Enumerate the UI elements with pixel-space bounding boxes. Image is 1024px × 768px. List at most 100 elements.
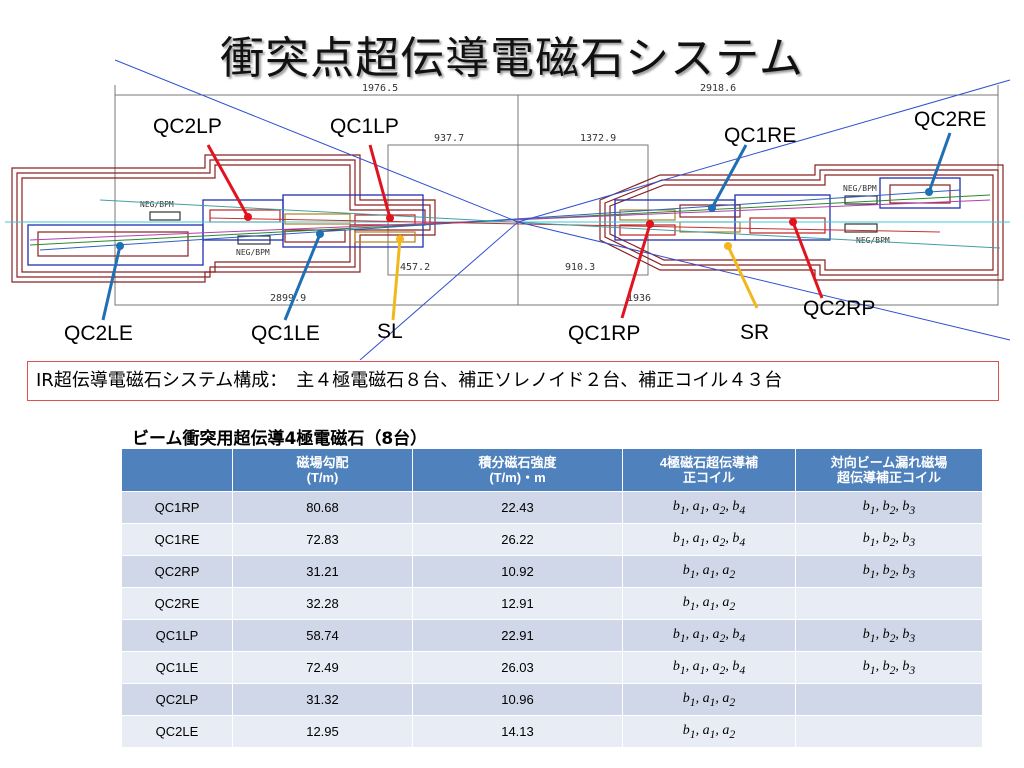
coefficient-list: b1, a1, a2 bbox=[682, 563, 736, 581]
page-title: 衝突点超伝導電磁石システム bbox=[220, 33, 804, 84]
table-cell: 72.49 bbox=[232, 651, 413, 684]
dim-label: 910.3 bbox=[565, 262, 595, 273]
neg-bpm-tags: NEG/BPM NEG/BPM NEG/BPM NEG/BPM bbox=[140, 184, 890, 257]
callout-dot bbox=[708, 204, 716, 212]
table-row: QC2RP 31.21 10.92 b1, a1, a2 b1, b2, b3 bbox=[121, 555, 983, 588]
table-cell: b1, a1, a2 bbox=[622, 683, 796, 716]
qc1le-pointer bbox=[283, 233, 322, 321]
beam-lines bbox=[5, 59, 1011, 360]
callout-dot bbox=[724, 242, 732, 250]
table-cell: b1, a1, a2, b4 bbox=[622, 651, 796, 684]
table-cell: 22.43 bbox=[412, 491, 623, 524]
coefficient-list: b1, b2, b3 bbox=[862, 499, 916, 517]
table-cell: 26.03 bbox=[412, 651, 623, 684]
table-title: ビーム衝突用超伝導4極電磁石（8台） bbox=[132, 429, 428, 449]
cryostat-outline bbox=[11, 154, 1004, 283]
header-cell: 4極磁石超伝導補 正コイル bbox=[622, 448, 796, 492]
table-cell: QC1RE bbox=[121, 523, 233, 556]
sl-pointer bbox=[391, 238, 402, 321]
neg-bpm-tag: NEG/BPM bbox=[140, 200, 174, 209]
table-row: QC2LP 31.32 10.96 b1, a1, a2 bbox=[121, 683, 983, 716]
table-cell: 12.95 bbox=[232, 715, 413, 748]
table-row: QC1LP 58.74 22.91 b1, a1, a2, b4 b1, b2, b3 bbox=[121, 619, 983, 652]
callout-dot bbox=[244, 213, 252, 221]
label-qc1lp: QC1LP bbox=[330, 115, 399, 138]
label-sl: SL bbox=[377, 320, 403, 343]
table-cell: 14.13 bbox=[412, 715, 623, 748]
coefficient-list: b1, a1, a2, b4 bbox=[672, 659, 746, 677]
label-qc2lp: QC2LP bbox=[153, 115, 222, 138]
qc1lp-pointer bbox=[368, 144, 392, 219]
callout-dot bbox=[789, 218, 797, 226]
qc2re-pointer bbox=[927, 132, 952, 193]
coefficient-list: b1, a1, a2, b4 bbox=[672, 499, 746, 517]
table-cell: b1, a1, a2, b4 bbox=[622, 491, 796, 524]
magnet-table: 磁場勾配 (T/m) 積分磁石強度 (T/m)・m 4極磁石超伝導補 正コイル 対向ビ… bbox=[121, 448, 983, 748]
callout-dot bbox=[646, 220, 654, 228]
dim-label: 1976.5 bbox=[362, 83, 398, 94]
coefficient-list: b1, a1, a2, b4 bbox=[672, 531, 746, 549]
dim-label: 1936 bbox=[627, 293, 651, 304]
label-qc2le: QC2LE bbox=[64, 322, 133, 345]
system-summary: IR超伝導電磁石システム構成： 主４極電磁石８台、補正ソレノイド２台、補正コイル… bbox=[27, 361, 999, 401]
sr-pointer bbox=[726, 245, 759, 309]
label-qc2rp: QC2RP bbox=[803, 297, 876, 320]
table-row: QC1RP 80.68 22.43 b1, a1, a2, b4 b1, b2, b3 bbox=[121, 491, 983, 524]
table-cell: QC2RE bbox=[121, 587, 233, 620]
table-cell: 80.68 bbox=[232, 491, 413, 524]
neg-bpm-tag: NEG/BPM bbox=[843, 184, 877, 193]
table-cell: 22.91 bbox=[412, 619, 623, 652]
table-cell: 10.96 bbox=[412, 683, 623, 716]
table-cell: 32.28 bbox=[232, 587, 413, 620]
coefficient-list: b1, b2, b3 bbox=[862, 531, 916, 549]
neg-bpm-tag: NEG/BPM bbox=[236, 248, 270, 257]
coefficient-list: b1, a1, a2 bbox=[682, 691, 736, 709]
table-cell: b1, b2, b3 bbox=[795, 523, 983, 556]
table-cell: 72.83 bbox=[232, 523, 413, 556]
table-cell bbox=[795, 715, 983, 748]
table-cell: b1, b2, b3 bbox=[795, 555, 983, 588]
table-cell: b1, a1, a2 bbox=[622, 587, 796, 620]
table-cell: 31.32 bbox=[232, 683, 413, 716]
table-cell: 26.22 bbox=[412, 523, 623, 556]
header-cell: 積分磁石強度 (T/m)・m bbox=[412, 448, 623, 492]
dim-label: 457.2 bbox=[400, 262, 430, 273]
dim-label: 937.7 bbox=[434, 133, 464, 144]
table-cell: QC1RP bbox=[121, 491, 233, 524]
table-cell: b1, b2, b3 bbox=[795, 651, 983, 684]
label-qc1rp: QC1RP bbox=[568, 322, 641, 345]
label-qc2re: QC2RE bbox=[914, 108, 987, 131]
qc2le-pointer bbox=[101, 245, 122, 321]
table-body: QC1RP 80.68 22.43 b1, a1, a2, b4 b1, b2, b3 Q… bbox=[121, 491, 983, 748]
table-cell: b1, a1, a2 bbox=[622, 555, 796, 588]
coefficient-list: b1, b2, b3 bbox=[862, 563, 916, 581]
label-qc1le: QC1LE bbox=[251, 322, 320, 345]
coefficient-list: b1, b2, b3 bbox=[862, 659, 916, 677]
dim-label: 2918.6 bbox=[700, 83, 736, 94]
table-cell: b1, a1, a2, b4 bbox=[622, 619, 796, 652]
header-cell bbox=[121, 448, 233, 492]
table-cell: QC2RP bbox=[121, 555, 233, 588]
coefficient-list: b1, a1, a2, b4 bbox=[672, 627, 746, 645]
table-cell: 31.21 bbox=[232, 555, 413, 588]
qc2lp-pointer bbox=[206, 144, 250, 218]
callout-dot bbox=[386, 214, 394, 222]
table-cell: 58.74 bbox=[232, 619, 413, 652]
coefficient-list: b1, b2, b3 bbox=[862, 627, 916, 645]
label-qc1re: QC1RE bbox=[724, 124, 797, 147]
table-header-row: 磁場勾配 (T/m) 積分磁石強度 (T/m)・m 4極磁石超伝導補 正コイル 対向ビ… bbox=[121, 448, 983, 492]
callout-lines bbox=[101, 132, 952, 321]
dim-label: 1372.9 bbox=[580, 133, 616, 144]
table-cell: b1, b2, b3 bbox=[795, 491, 983, 524]
table-cell: QC2LE bbox=[121, 715, 233, 748]
qc1rp-pointer bbox=[620, 223, 652, 319]
table-cell: QC1LP bbox=[121, 619, 233, 652]
table-cell: 12.91 bbox=[412, 587, 623, 620]
dim-label: 2899.9 bbox=[270, 293, 306, 304]
callout-dot bbox=[116, 242, 124, 250]
magnet-layout-drawing: 1976.5 2918.6 937.7 1372.9 457.2 910.3 2… bbox=[5, 59, 1011, 360]
table-row: QC1RE 72.83 26.22 b1, a1, a2, b4 b1, b2, b3 bbox=[121, 523, 983, 556]
table-cell: b1, b2, b3 bbox=[795, 619, 983, 652]
label-sr: SR bbox=[740, 321, 770, 344]
table-cell: QC1LE bbox=[121, 651, 233, 684]
